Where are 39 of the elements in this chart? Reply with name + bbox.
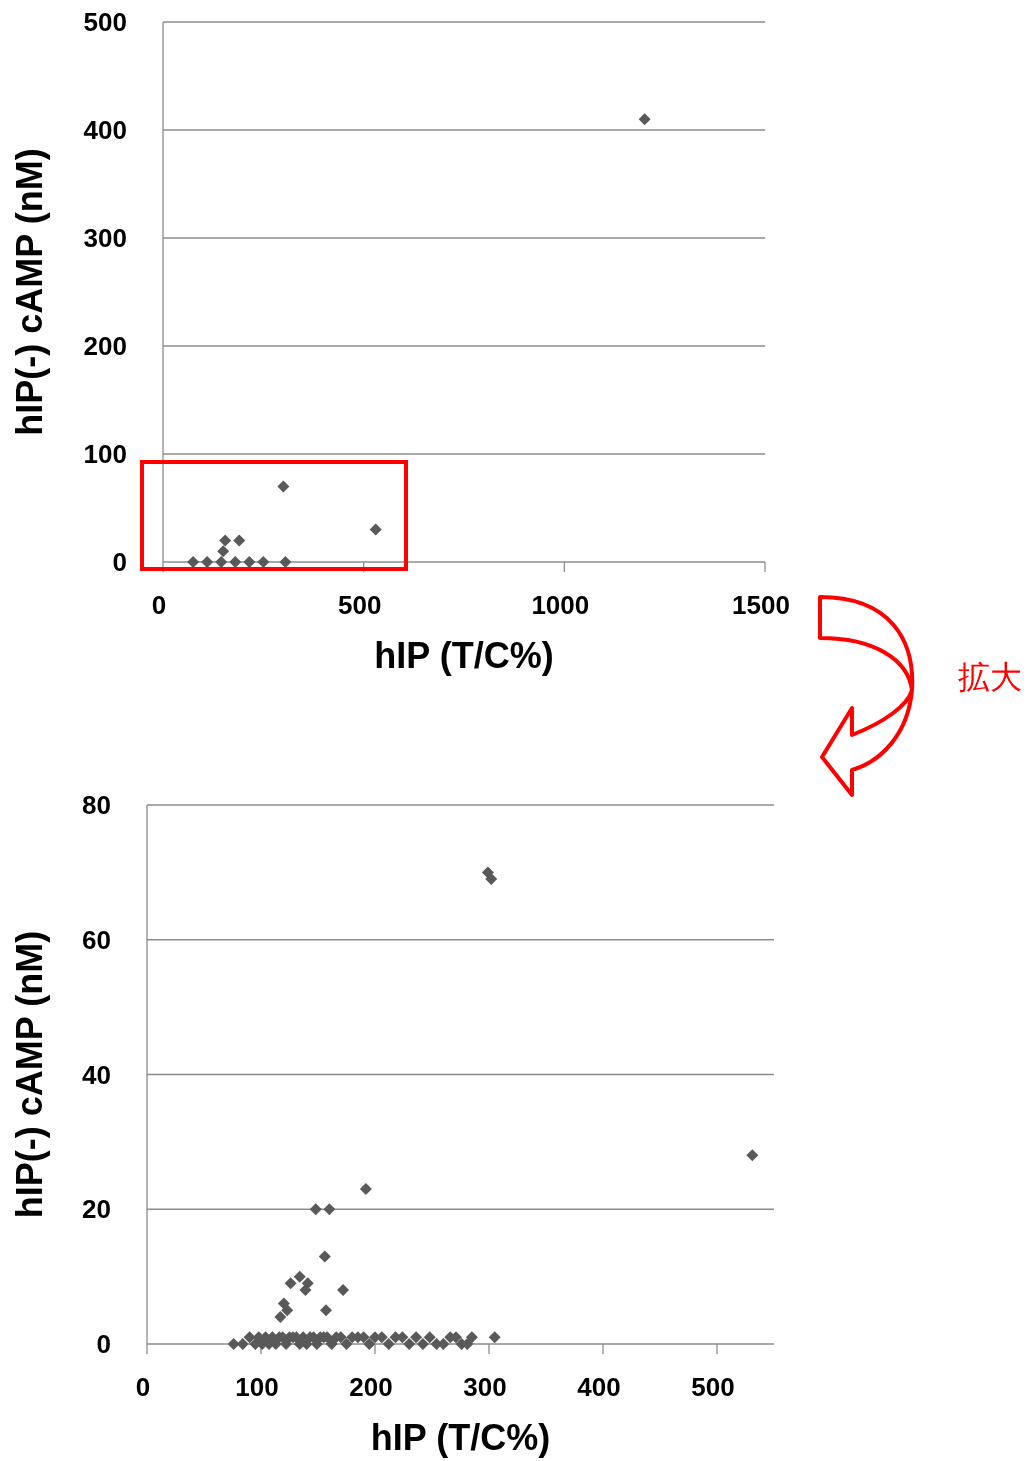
point bbox=[217, 545, 230, 558]
point bbox=[257, 556, 270, 568]
y-tick-label: 20 bbox=[82, 1194, 111, 1225]
x-axis-title: hIP (T/C%) bbox=[370, 1417, 551, 1458]
y-axis-title: hIP(-) cAMP (nM) bbox=[9, 148, 50, 436]
y-tick-label: 300 bbox=[83, 223, 127, 253]
x-tick-label: 200 bbox=[349, 1372, 393, 1402]
x-tick-label: 1000 bbox=[531, 590, 590, 620]
point bbox=[219, 534, 232, 547]
y-tick-label: 40 bbox=[82, 1059, 111, 1090]
point bbox=[243, 556, 256, 568]
point bbox=[369, 523, 382, 536]
text: 拡大 bbox=[958, 659, 1022, 695]
x-tick-label: 300 bbox=[463, 1372, 507, 1402]
y-tick-label: 100 bbox=[83, 439, 127, 469]
point bbox=[233, 534, 246, 547]
y-tick-label: 60 bbox=[82, 924, 111, 955]
point bbox=[229, 556, 242, 568]
x-tick-label: 100 bbox=[235, 1372, 279, 1402]
x-tick-label: 400 bbox=[577, 1372, 621, 1402]
point bbox=[277, 480, 290, 493]
x-axis-title: hIP (T/C%) bbox=[374, 635, 554, 676]
y-tick-label: 80 bbox=[82, 790, 111, 820]
y-tick-label: 0 bbox=[96, 1329, 111, 1359]
y-tick-label: 400 bbox=[83, 115, 127, 145]
x-tick-label: 1500 bbox=[732, 590, 790, 620]
y-tick-label: 200 bbox=[83, 331, 127, 361]
point bbox=[279, 556, 292, 568]
x-tick-label: 500 bbox=[337, 590, 382, 620]
x-tick-label: 500 bbox=[691, 1372, 735, 1402]
x-tick-label: 0 bbox=[135, 1372, 151, 1402]
y-tick-label: 0 bbox=[112, 547, 127, 577]
point bbox=[638, 113, 651, 126]
point bbox=[187, 556, 200, 568]
y-tick-label: 500 bbox=[83, 7, 127, 37]
x-tick-label: 0 bbox=[151, 590, 167, 620]
point bbox=[215, 556, 228, 568]
y-axis-title: hIP(-) cAMP (nM) bbox=[9, 930, 50, 1219]
point bbox=[201, 556, 214, 568]
